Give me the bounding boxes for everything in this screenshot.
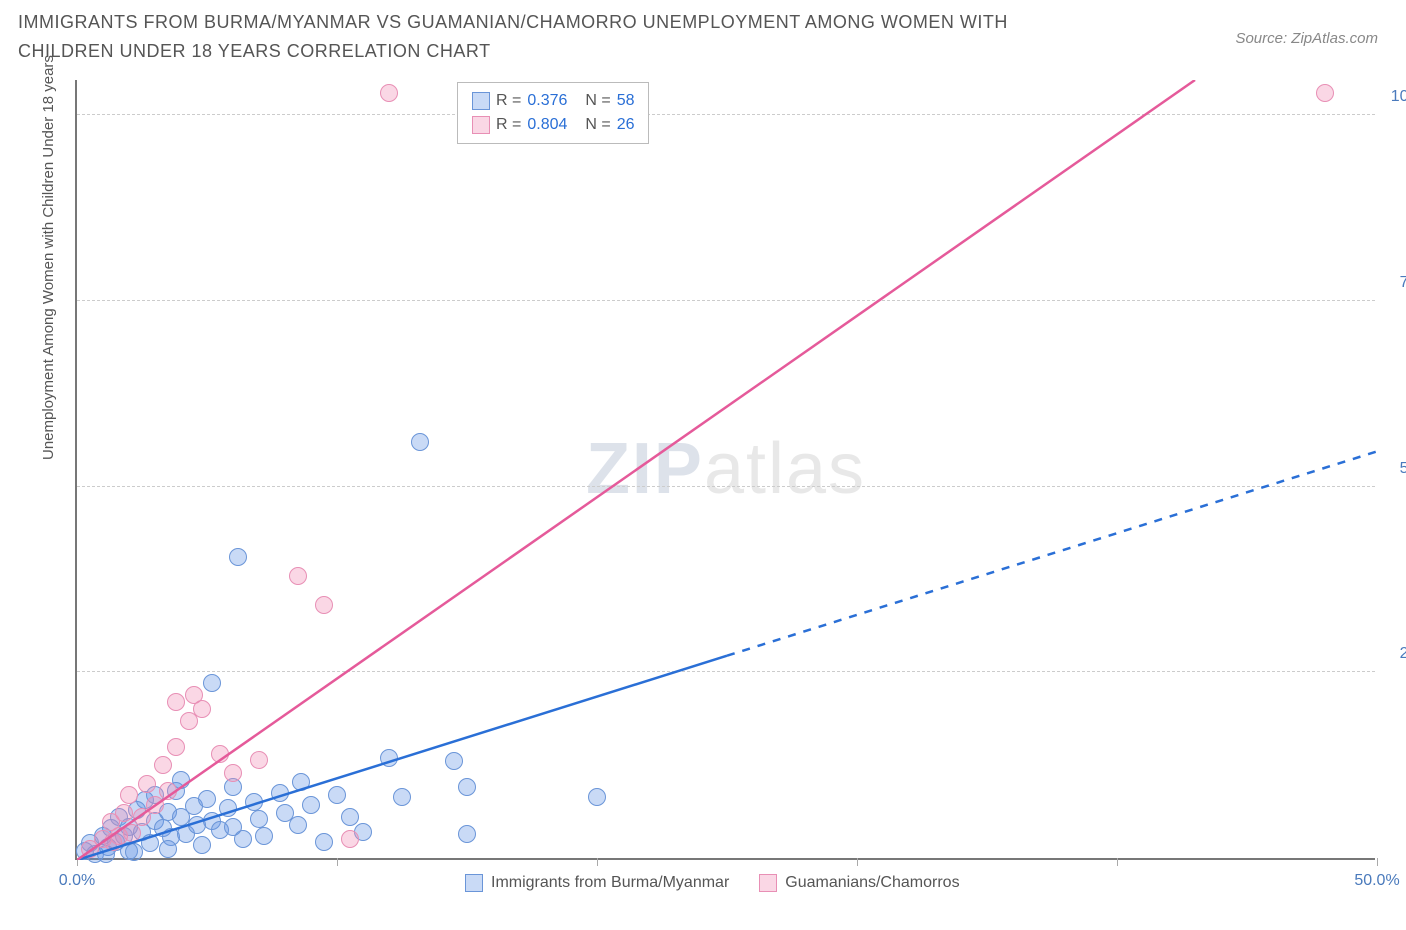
y-tick-label: 50.0%: [1385, 460, 1406, 478]
data-point: [167, 738, 185, 756]
data-point: [341, 808, 359, 826]
legend-row: R =0.376N = 58: [472, 89, 634, 113]
data-point: [315, 596, 333, 614]
data-point: [154, 756, 172, 774]
data-point: [292, 773, 310, 791]
legend-swatch: [472, 116, 490, 134]
data-point: [289, 567, 307, 585]
data-point: [234, 830, 252, 848]
data-point: [341, 830, 359, 848]
x-tick: [1377, 858, 1378, 866]
chart-area: ZIPatlas R =0.376N =58R =0.804N =26 25.0…: [75, 80, 1375, 860]
n-value: 58: [617, 89, 635, 113]
correlation-legend: R =0.376N = 58 R =0.804N = 26: [457, 82, 649, 144]
r-label: R =: [496, 113, 521, 137]
data-point: [250, 810, 268, 828]
data-point: [411, 433, 429, 451]
data-point: [198, 790, 216, 808]
x-tick-label: 0.0%: [59, 872, 95, 890]
watermark-atlas: atlas: [704, 429, 866, 509]
data-point: [115, 804, 133, 822]
legend-row: R =0.804N = 26: [472, 113, 634, 137]
data-point: [302, 796, 320, 814]
n-label: N =: [585, 113, 610, 137]
data-point: [393, 788, 411, 806]
data-point: [193, 700, 211, 718]
r-label: R =: [496, 89, 521, 113]
data-point: [229, 548, 247, 566]
watermark-zip: ZIP: [586, 429, 704, 509]
y-tick-label: 75.0%: [1385, 274, 1406, 292]
x-tick: [857, 858, 858, 866]
data-point: [380, 84, 398, 102]
data-point: [203, 674, 221, 692]
plot-region: ZIPatlas R =0.376N =58R =0.804N =26 25.0…: [75, 80, 1375, 860]
x-tick: [77, 858, 78, 866]
data-point: [255, 827, 273, 845]
data-point: [123, 824, 141, 842]
gridline-h: [77, 486, 1375, 487]
data-point: [445, 752, 463, 770]
chart-title: IMMIGRANTS FROM BURMA/MYANMAR VS GUAMANI…: [18, 8, 1058, 66]
n-value: 26: [617, 113, 635, 137]
gridline-h: [77, 114, 1375, 115]
data-point: [289, 816, 307, 834]
data-point: [193, 836, 211, 854]
x-tick: [1117, 858, 1118, 866]
r-value: 0.376: [527, 89, 579, 113]
legend-swatch: [472, 92, 490, 110]
data-point: [328, 786, 346, 804]
data-point: [219, 799, 237, 817]
data-point: [245, 793, 263, 811]
data-point: [250, 751, 268, 769]
data-point: [211, 745, 229, 763]
gridline-h: [77, 300, 1375, 301]
series-legend-item: Immigrants from Burma/Myanmar: [465, 874, 729, 892]
data-point: [271, 784, 289, 802]
r-value: 0.804: [527, 113, 579, 137]
x-tick: [597, 858, 598, 866]
gridline-h: [77, 671, 1375, 672]
y-tick-label: 25.0%: [1385, 645, 1406, 663]
trend-lines: [77, 80, 1377, 860]
data-point: [159, 840, 177, 858]
data-point: [125, 843, 143, 861]
x-tick-label: 50.0%: [1354, 872, 1399, 890]
data-point: [159, 782, 177, 800]
data-point: [138, 775, 156, 793]
data-point: [458, 825, 476, 843]
source-attribution: Source: ZipAtlas.com: [1235, 30, 1378, 47]
data-point: [167, 693, 185, 711]
series-legend: Immigrants from Burma/Myanmar Guamanians/…: [465, 874, 960, 892]
legend-swatch: [759, 874, 777, 892]
watermark: ZIPatlas: [586, 428, 866, 510]
data-point: [224, 764, 242, 782]
series-name: Guamanians/Chamorros: [785, 874, 959, 892]
series-name: Immigrants from Burma/Myanmar: [491, 874, 729, 892]
legend-swatch: [465, 874, 483, 892]
data-point: [120, 786, 138, 804]
data-point: [1316, 84, 1334, 102]
data-point: [315, 833, 333, 851]
data-point: [458, 778, 476, 796]
data-point: [588, 788, 606, 806]
series-legend-item: Guamanians/Chamorros: [759, 874, 959, 892]
data-point: [104, 833, 122, 851]
data-point: [380, 749, 398, 767]
n-label: N =: [585, 89, 610, 113]
y-tick-label: 100.0%: [1385, 88, 1406, 106]
data-point: [146, 796, 164, 814]
data-point: [141, 834, 159, 852]
x-tick: [337, 858, 338, 866]
y-axis-title: Unemployment Among Women with Children U…: [40, 55, 57, 460]
